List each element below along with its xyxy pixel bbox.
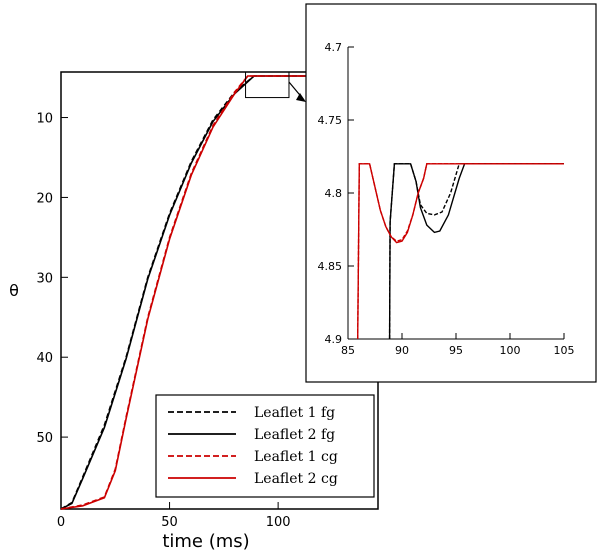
inset-x-tick-label: 100: [500, 344, 521, 357]
legend: Leaflet 1 fg Leaflet 2 fg Leaflet 1 cg Leaf…: [155, 394, 375, 498]
y-tick-label: 20: [36, 191, 53, 206]
series-line-leaflet-2-cg: [60, 75, 378, 510]
y-tick-label: 40: [36, 351, 53, 366]
legend-label-leaflet-1-cg: Leaflet 1 cg: [254, 449, 338, 465]
inset-panel: [305, 3, 597, 383]
legend-label-leaflet-1-fg: Leaflet 1 fg: [254, 405, 335, 421]
inset-chart: 85 90 95 100 105 4.7 4.75 4.8 4.85 4.9: [305, 3, 597, 383]
legend-label-leaflet-2-fg: Leaflet 2 fg: [254, 427, 335, 443]
zoom-annotation: [245, 71, 306, 102]
y-tick-label: 30: [36, 271, 53, 286]
zoom-region-box: [245, 71, 290, 99]
y-axis-label: θ: [9, 281, 19, 300]
legend-label-leaflet-2-cg: Leaflet 2 cg: [254, 471, 338, 487]
inset-x-tick-label: 90: [395, 344, 409, 357]
inset-x-tick-label: 105: [554, 344, 575, 357]
legend-box: [155, 394, 375, 498]
inset-y-tick-label: 4.8: [325, 187, 343, 200]
inset-y-tick-label: 4.75: [318, 114, 343, 127]
inset-y-tick-label: 4.85: [318, 260, 343, 273]
inset-x-tick-label: 95: [449, 344, 463, 357]
y-tick-label: 10: [36, 112, 53, 127]
inset-series-line-leaflet-2-cg: [357, 163, 564, 340]
zoom-arrow-head: [296, 93, 306, 102]
y-tick-label: 50: [36, 431, 53, 446]
inset-y-tick-label: 4.7: [325, 41, 343, 54]
inset-y-tick-label: 4.9: [325, 333, 343, 346]
x-tick-label: 0: [57, 515, 65, 530]
x-tick-label: 100: [266, 515, 291, 530]
x-axis-label: time (ms): [162, 531, 249, 552]
inset-x-tick-label: 85: [341, 344, 355, 357]
inset-series-line-leaflet-2-fg: [388, 163, 564, 340]
x-tick-label: 50: [161, 515, 178, 530]
